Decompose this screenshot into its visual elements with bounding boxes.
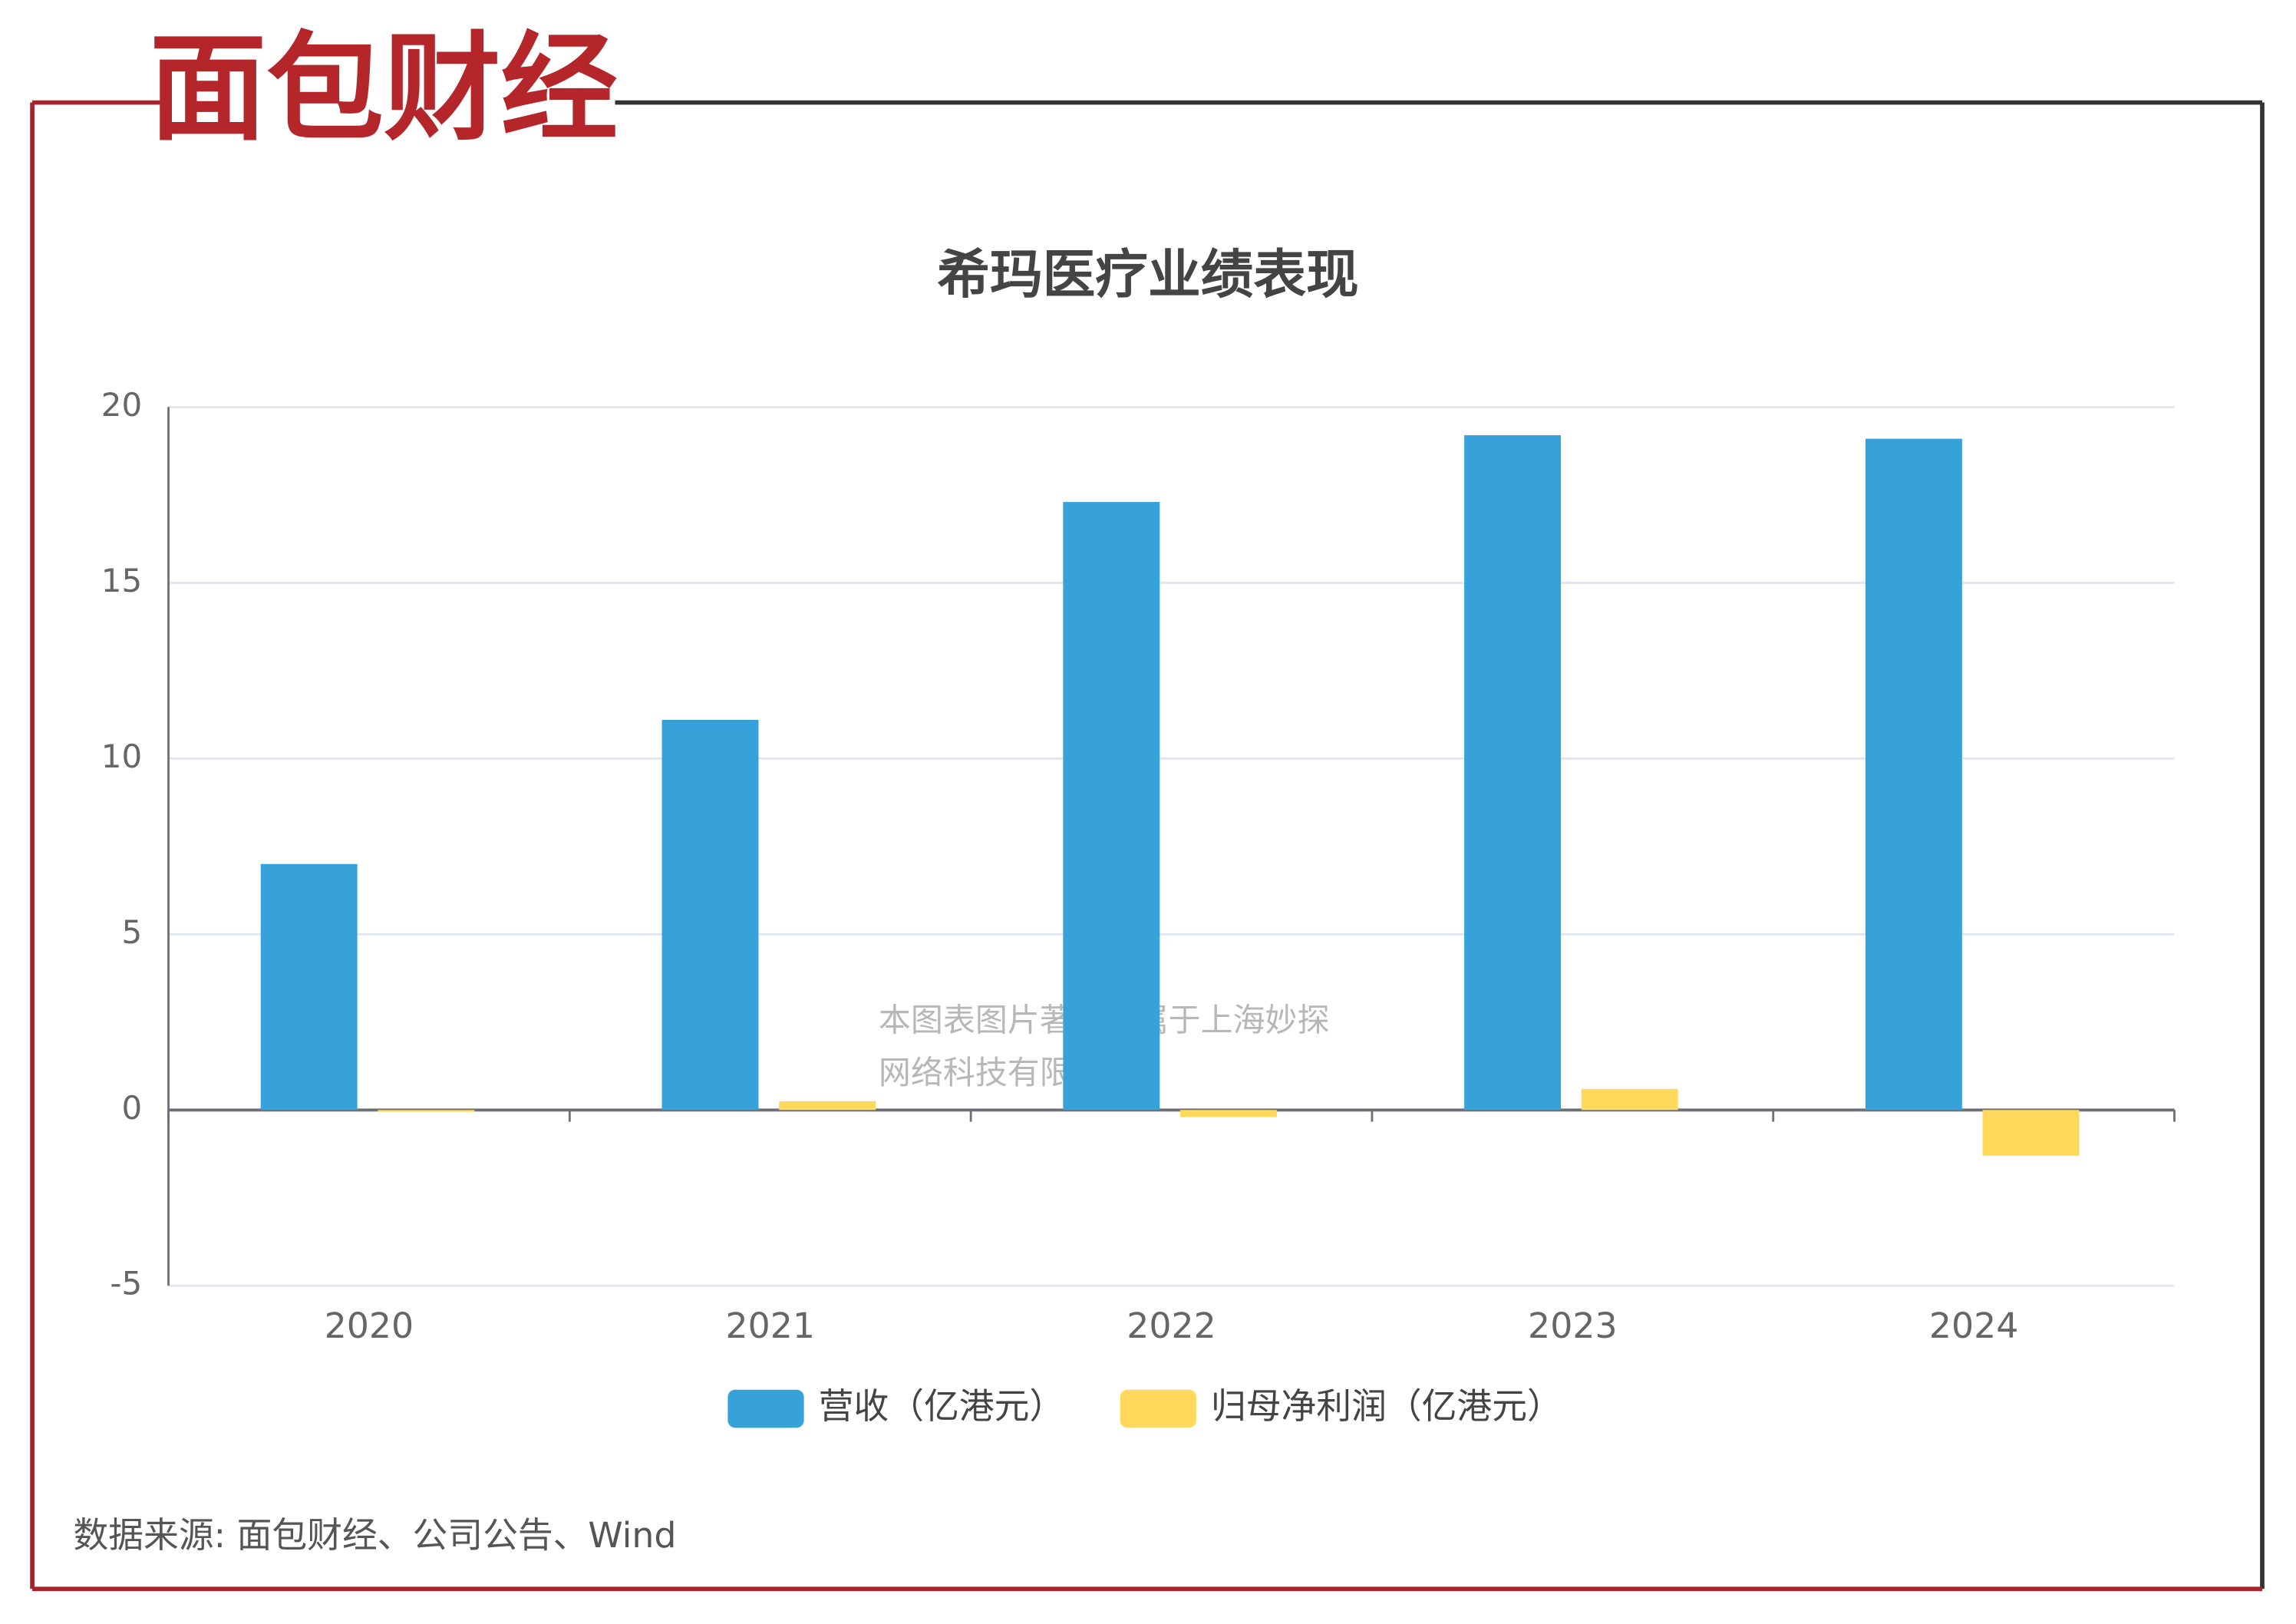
y-tick-label: 15 bbox=[101, 562, 142, 599]
x-tick-label: 2020 bbox=[325, 1305, 414, 1346]
bar bbox=[661, 719, 759, 1111]
source-note: 数据来源: 面包财经、公司公告、Wind bbox=[74, 1514, 677, 1556]
x-tick-label: 2022 bbox=[1127, 1305, 1216, 1346]
x-tick-label: 2021 bbox=[725, 1305, 815, 1346]
bar bbox=[1865, 438, 1962, 1111]
bar bbox=[260, 863, 358, 1111]
bar bbox=[1063, 502, 1160, 1111]
bar bbox=[1464, 435, 1562, 1111]
legend-label: 营收（亿港元） bbox=[819, 1385, 1064, 1427]
bar bbox=[779, 1101, 876, 1111]
y-tick-label: 5 bbox=[121, 913, 142, 951]
chart-title: 希玛医疗业绩表现 bbox=[937, 245, 1358, 306]
y-tick-label: 20 bbox=[101, 386, 142, 424]
legend-swatch bbox=[727, 1389, 804, 1428]
legend-label: 归母净利润（亿港元） bbox=[1211, 1385, 1562, 1427]
bar bbox=[1581, 1088, 1678, 1111]
y-tick-label: 10 bbox=[101, 738, 142, 775]
y-tick-label: 0 bbox=[121, 1089, 142, 1127]
x-tick-label: 2023 bbox=[1528, 1305, 1618, 1346]
legend-swatch bbox=[1120, 1389, 1196, 1428]
logo: 面包财经 bbox=[150, 20, 619, 157]
x-tick-label: 2024 bbox=[1929, 1305, 2019, 1346]
bar bbox=[1982, 1110, 2080, 1156]
bar bbox=[1179, 1110, 1277, 1117]
y-tick-label: -5 bbox=[110, 1265, 142, 1302]
bar bbox=[378, 1110, 475, 1112]
